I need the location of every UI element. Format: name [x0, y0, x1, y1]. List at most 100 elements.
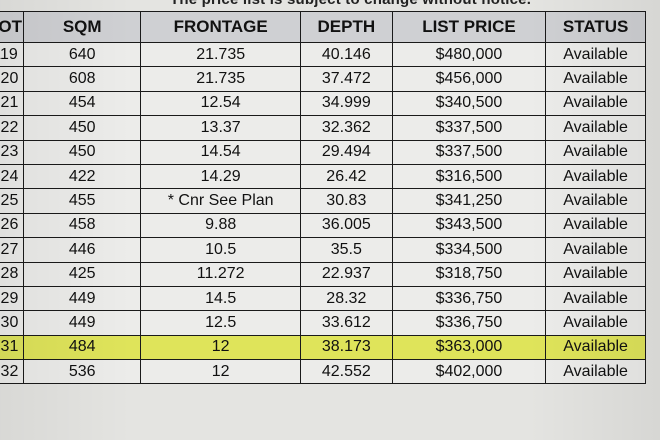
depth-cell: 30.83	[299, 188, 393, 214]
lot-cell: 129	[0, 285, 24, 312]
depth-cell: 34.999	[299, 90, 393, 117]
header-frontage: FRONTAGE	[140, 11, 301, 43]
frontage-cell: 11.272	[140, 261, 301, 287]
depth-cell: 26.42	[299, 163, 393, 190]
header-sqm: SQM	[22, 11, 142, 43]
list-price-cell: $337,500	[391, 139, 547, 165]
frontage-cell: 10.5	[140, 237, 301, 263]
status-cell: Available	[545, 139, 646, 165]
price-list-notice: The price list is subject to change with…	[170, 0, 531, 8]
status-cell: Available	[545, 66, 646, 92]
lot-price-table: LOT SQM FRONTAGE DEPTH LIST PRICE STATUS…	[0, 11, 646, 385]
list-price-cell: $337,500	[391, 115, 547, 141]
depth-cell: 42.552	[299, 359, 393, 385]
status-cell: Available	[545, 359, 646, 385]
list-price-cell: $336,750	[391, 285, 547, 312]
status-cell: Available	[545, 90, 646, 117]
status-cell: Available	[545, 41, 646, 68]
frontage-cell: 12	[140, 359, 301, 385]
lot-cell: 128	[0, 261, 24, 287]
frontage-cell: 21.735	[140, 66, 301, 92]
frontage-cell: 14.29	[140, 163, 301, 190]
lot-cell: 130	[0, 310, 24, 336]
depth-cell: 28.32	[299, 285, 393, 312]
lot-cell: 120	[0, 66, 24, 92]
list-price-cell: $480,000	[391, 41, 547, 68]
sqm-cell: 608	[22, 66, 142, 92]
lot-cell: 132	[0, 359, 24, 385]
list-price-cell: $402,000	[391, 359, 547, 385]
header-list-price: LIST PRICE	[391, 11, 547, 43]
header-lot: LOT	[0, 11, 24, 43]
frontage-cell: 13.37	[140, 115, 301, 141]
depth-cell: 37.472	[299, 66, 393, 92]
list-price-cell: $336,750	[391, 310, 547, 336]
table-header-row: LOT SQM FRONTAGE DEPTH LIST PRICE STATUS	[0, 11, 646, 43]
lot-cell: 125	[0, 188, 24, 214]
sqm-cell: 449	[22, 285, 142, 312]
frontage-cell: 14.5	[140, 285, 301, 312]
list-price-cell: $318,750	[391, 261, 547, 287]
depth-cell: 33.612	[299, 310, 393, 336]
frontage-cell: 9.88	[140, 212, 301, 239]
status-cell: Available	[545, 237, 646, 263]
status-cell: Available	[545, 163, 646, 190]
status-cell: Available	[545, 310, 646, 336]
depth-cell: 38.173	[299, 334, 393, 361]
sqm-cell: 455	[22, 188, 142, 214]
frontage-cell: 12	[140, 334, 301, 361]
frontage-cell: 14.54	[140, 139, 301, 165]
status-cell: Available	[545, 212, 646, 239]
frontage-cell: 12.5	[140, 310, 301, 336]
lot-cell: 124	[0, 163, 24, 190]
depth-cell: 36.005	[299, 212, 393, 239]
sqm-cell: 450	[22, 115, 142, 141]
sqm-cell: 454	[22, 90, 142, 117]
lot-cell: 126	[0, 212, 24, 239]
lot-cell: 127	[0, 237, 24, 263]
sqm-cell: 458	[22, 212, 142, 239]
frontage-cell: 21.735	[140, 41, 301, 68]
lot-cell: 122	[0, 115, 24, 141]
lot-cell: 123	[0, 139, 24, 165]
status-cell: Available	[545, 115, 646, 141]
depth-cell: 22.937	[299, 261, 393, 287]
frontage-cell: * Cnr See Plan	[140, 188, 301, 214]
status-cell: Available	[545, 285, 646, 312]
sqm-cell: 422	[22, 163, 142, 190]
header-depth: DEPTH	[299, 11, 393, 43]
depth-cell: 40.146	[299, 41, 393, 68]
status-cell: Available	[545, 334, 646, 361]
sqm-cell: 536	[22, 359, 142, 385]
sqm-cell: 484	[22, 334, 142, 361]
sqm-cell: 425	[22, 261, 142, 287]
list-price-cell: $316,500	[391, 163, 547, 190]
sqm-cell: 446	[22, 237, 142, 263]
table-row: 125455* Cnr See Plan30.83$341,250Availab…	[0, 188, 646, 214]
sqm-cell: 450	[22, 139, 142, 165]
sqm-cell: 449	[22, 310, 142, 336]
status-cell: Available	[545, 261, 646, 287]
list-price-cell: $343,500	[391, 212, 547, 239]
frontage-cell: 12.54	[140, 90, 301, 117]
list-price-cell: $341,250	[391, 188, 547, 214]
header-status: STATUS	[545, 11, 646, 43]
list-price-cell: $334,500	[391, 237, 547, 263]
depth-cell: 29.494	[299, 139, 393, 165]
lot-cell: 119	[0, 41, 24, 68]
status-cell: Available	[545, 188, 646, 214]
depth-cell: 32.362	[299, 115, 393, 141]
